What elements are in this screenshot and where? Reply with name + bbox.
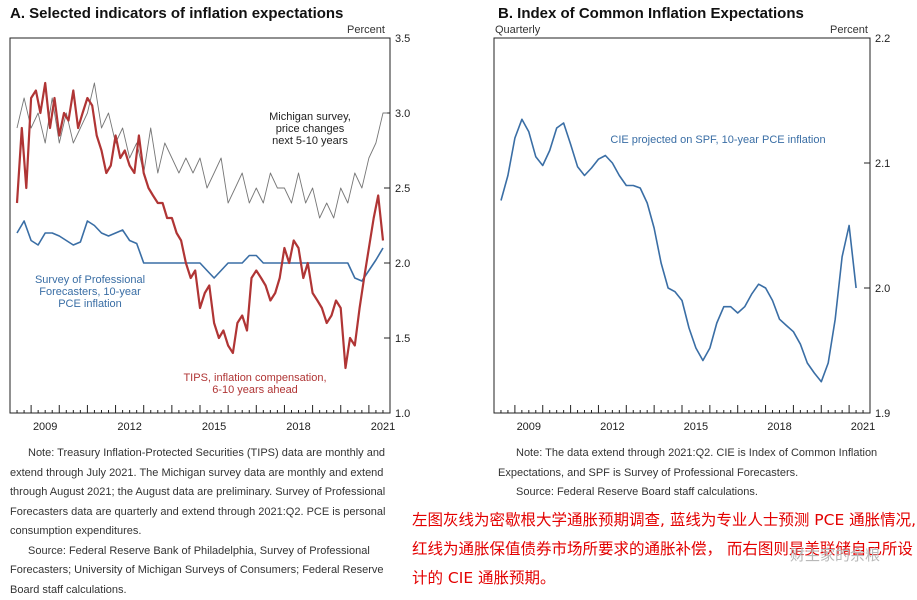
x-tick-label: 2018	[767, 421, 791, 433]
chinese-annotation: 左图灰线为密歇根大学通胀预期调查, 蓝线为专业人士预测 PCE 通胀情况, 红线…	[412, 511, 917, 587]
panel-a-title: A. Selected indicators of inflation expe…	[10, 5, 344, 22]
x-tick-label: 2009	[517, 421, 541, 433]
series-label-1: Forecasters, 10-year	[39, 286, 141, 298]
x-tick-label: 2021	[371, 421, 395, 433]
x-tick-label: 2021	[851, 421, 875, 433]
panel-b-source: Source: Federal Reserve Board staff calc…	[516, 486, 758, 498]
series-line-2	[15, 81, 385, 370]
y-tick-label: 2.5	[395, 183, 410, 195]
panel-a-unit: Percent	[347, 24, 385, 36]
panel-a-line-chart: 1.0 1.5 2.0 2.5 3.0 3.5 2009 2012 2015 2018 2021 Mi…	[9, 33, 410, 433]
panel-a-note: Note: Treasury Inflation-Protected Secur…	[10, 447, 386, 537]
series-line-0	[16, 82, 388, 219]
x-tick-label: 2015	[684, 421, 708, 433]
y-tick-label: 1.9	[875, 408, 890, 420]
y-tick-label: 3.0	[395, 108, 410, 120]
x-tick-label: 2009	[33, 421, 57, 433]
watermark: 财主家的余粮	[790, 546, 881, 564]
series-label-0: CIE projected on SPF, 10-year PCE inflat…	[610, 134, 825, 146]
panel-b-notes: Note: The data extend through 2021:Q2. C…	[498, 444, 898, 503]
y-tick-label: 2.0	[875, 283, 890, 295]
panel-b-note: Note: The data extend through 2021:Q2. C…	[498, 447, 878, 479]
x-tick-label: 2018	[286, 421, 310, 433]
y-tick-label: 1.0	[395, 408, 410, 420]
panel-a-notes: Note: Treasury Inflation-Protected Secur…	[10, 444, 410, 600]
plot-frame	[493, 37, 871, 414]
series-label-0: Michigan survey,	[269, 111, 351, 123]
series-label-0: next 5-10 years	[272, 135, 348, 147]
x-tick-label: 2012	[600, 421, 624, 433]
y-tick-label: 2.1	[875, 158, 890, 170]
series-label-1: Survey of Professional	[35, 274, 145, 286]
panel-b-line-chart: 1.9 2.0 2.1 2.2 2009 2012 2015 2018 2021 CIE proj…	[493, 33, 890, 433]
series-label-2: TIPS, inflation compensation,	[183, 372, 326, 384]
panel-a-source: Source: Federal Reserve Bank of Philadel…	[10, 544, 384, 596]
series-label-1: PCE inflation	[58, 298, 122, 310]
series-line-0	[500, 118, 857, 383]
y-tick-label: 1.5	[395, 333, 410, 345]
y-tick-label: 2.2	[875, 33, 890, 45]
x-tick-label: 2012	[117, 421, 141, 433]
series-label-0: price changes	[276, 123, 345, 135]
y-tick-label: 2.0	[395, 258, 410, 270]
y-tick-label: 3.5	[395, 33, 410, 45]
panel-b-unit: Percent	[830, 24, 868, 36]
series-line-1	[16, 220, 384, 282]
series-label-2: 6-10 years ahead	[212, 384, 298, 396]
panel-b-title: B. Index of Common Inflation Expectation…	[498, 5, 804, 22]
panel-b-frequency: Quarterly	[495, 24, 541, 36]
x-tick-label: 2015	[202, 421, 226, 433]
